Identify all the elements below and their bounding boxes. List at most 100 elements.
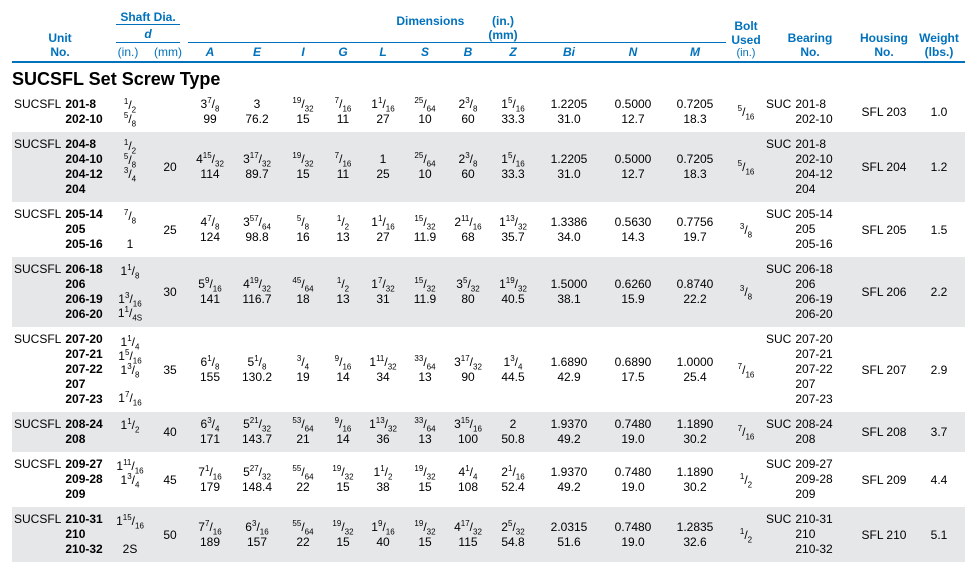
hdr-bearing-l2: No.	[800, 45, 819, 59]
hdr-bolt-l2: Used	[731, 33, 760, 47]
cell-E: 63/16157	[232, 520, 282, 550]
cell-M: 0.874022.2	[664, 277, 726, 307]
cell-bolt: 3/8	[726, 285, 766, 299]
cell-unit: SUCSFL210-31210210-32	[12, 512, 108, 557]
hdr-col-Z: Z	[490, 45, 536, 59]
cell-A: 415/32114	[188, 152, 232, 182]
cell-Z: 13/444.5	[490, 355, 536, 385]
cell-bolt: 1/2	[726, 528, 766, 542]
cell-G: 7/1611	[324, 152, 362, 182]
cell-Z: 15/1633.3	[490, 152, 536, 182]
cell-housing: SFL 205	[854, 223, 914, 237]
hdr-shaft-in: (in.)	[108, 45, 148, 59]
cell-weight: 4.4	[914, 473, 964, 487]
cell-bearing: SUC207-20207-21207-22207207-23	[766, 332, 854, 407]
cell-M: 1.283532.6	[664, 520, 726, 550]
hdr-housing-l2: No.	[874, 45, 893, 59]
cell-S: 19/3215	[404, 520, 446, 550]
cell-Bi: 1.937049.2	[536, 465, 602, 495]
cell-weight: 2.9	[914, 363, 964, 377]
cell-shaft-in: 11/8 13/1611/4S	[108, 264, 152, 320]
cell-unit: SUCSFL206-18206206-19206-20	[12, 262, 108, 322]
hdr-bolt-l3: (in.)	[737, 47, 756, 59]
cell-E: 419/32116.7	[232, 277, 282, 307]
cell-M: 1.000025.4	[664, 355, 726, 385]
cell-B: 41/4108	[446, 465, 490, 495]
cell-E: 317/3289.7	[232, 152, 282, 182]
cell-L: 11/1627	[362, 215, 404, 245]
cell-shaft-in: 1/25/83/4	[108, 139, 152, 195]
table-row: SUCSFL208-2420811/2 4063/4171521/32143.7…	[12, 412, 965, 452]
table-row: SUCSFL201-8202-101/25/837/899376.219/321…	[12, 92, 965, 132]
cell-housing: SFL 206	[854, 285, 914, 299]
cell-S: 15/3211.9	[404, 277, 446, 307]
cell-shaft-mm: 35	[152, 363, 188, 377]
hdr-dims-title: Dimensions	[396, 14, 464, 42]
cell-housing: SFL 207	[854, 363, 914, 377]
cell-B: 417/32115	[446, 520, 490, 550]
cell-weight: 5.1	[914, 528, 964, 542]
table-row: SUCSFL207-20207-21207-22207207-2311/415/…	[12, 327, 965, 412]
cell-N: 0.500012.7	[602, 97, 664, 127]
cell-shaft-mm: 30	[152, 285, 188, 299]
cell-E: 376.2	[232, 97, 282, 127]
cell-A: 59/16141	[188, 277, 232, 307]
hdr-bearing: Bearing No.	[766, 29, 854, 61]
cell-shaft-mm: 25	[152, 223, 188, 237]
cell-I: 19/3215	[282, 97, 324, 127]
table-header: Unit No. Shaft Dia. d (in.) (mm) Dimensi…	[12, 8, 965, 63]
cell-S: 33/6413	[404, 355, 446, 385]
cell-N: 0.626015.9	[602, 277, 664, 307]
cell-bearing: SUC210-31210210-32	[766, 512, 854, 557]
cell-shaft-in: 111/1613/4	[108, 459, 152, 501]
cell-N: 0.748019.0	[602, 520, 664, 550]
hdr-dims-mm: (mm)	[488, 28, 517, 42]
cell-G: 1/213	[324, 215, 362, 245]
cell-Bi: 1.220531.0	[536, 152, 602, 182]
cell-unit: SUCSFL207-20207-21207-22207207-23	[12, 332, 108, 407]
hdr-col-Bi: Bi	[536, 45, 602, 59]
cell-shaft-mm: 50	[152, 528, 188, 542]
cell-bearing: SUC201-8202-10	[766, 97, 854, 127]
table-row: SUCSFL209-27209-28209111/1613/4 4571/161…	[12, 452, 965, 507]
cell-A: 71/16179	[188, 465, 232, 495]
hdr-weight-l1: Weight	[919, 31, 959, 45]
hdr-weight: Weight (lbs.)	[914, 29, 964, 61]
cell-Bi: 1.689042.9	[536, 355, 602, 385]
cell-unit: SUCSFL208-24208	[12, 417, 108, 447]
cell-shaft-in: 11/415/1613/8 17/16	[108, 335, 152, 405]
cell-N: 0.748019.0	[602, 465, 664, 495]
cell-housing: SFL 208	[854, 425, 914, 439]
table-row: SUCSFL204-8204-10204-122041/25/83/4 2041…	[12, 132, 965, 202]
cell-bolt: 7/16	[726, 425, 766, 439]
cell-I: 19/3215	[282, 152, 324, 182]
cell-weight: 1.5	[914, 223, 964, 237]
hdr-col-G: G	[324, 45, 362, 59]
cell-housing: SFL 204	[854, 160, 914, 174]
hdr-housing: Housing No.	[854, 29, 914, 61]
cell-shaft-mm: 40	[152, 425, 188, 439]
cell-E: 51/8130.2	[232, 355, 282, 385]
cell-shaft-in: 11/2	[108, 418, 152, 446]
hdr-unit: Unit No.	[12, 29, 108, 61]
cell-L: 19/1640	[362, 520, 404, 550]
cell-bolt: 1/2	[726, 473, 766, 487]
hdr-unit-l1: Unit	[48, 31, 71, 45]
cell-bolt: 7/16	[726, 363, 766, 377]
cell-N: 0.563014.3	[602, 215, 664, 245]
cell-B: 23/860	[446, 152, 490, 182]
hdr-housing-l1: Housing	[860, 31, 908, 45]
cell-housing: SFL 203	[854, 105, 914, 119]
cell-B: 315/16100	[446, 417, 490, 447]
cell-shaft-mm: 45	[152, 473, 188, 487]
cell-S: 25/6410	[404, 97, 446, 127]
cell-housing: SFL 210	[854, 528, 914, 542]
cell-Z: 119/3240.5	[490, 277, 536, 307]
cell-shaft-mm: 20	[152, 160, 188, 174]
cell-S: 15/3211.9	[404, 215, 446, 245]
cell-weight: 1.2	[914, 160, 964, 174]
cell-Bi: 1.937049.2	[536, 417, 602, 447]
hdr-weight-l2: (lbs.)	[925, 45, 954, 59]
table-row: SUCSFL205-14205205-167/8 12547/8124357/6…	[12, 202, 965, 257]
cell-L: 111/3234	[362, 355, 404, 385]
